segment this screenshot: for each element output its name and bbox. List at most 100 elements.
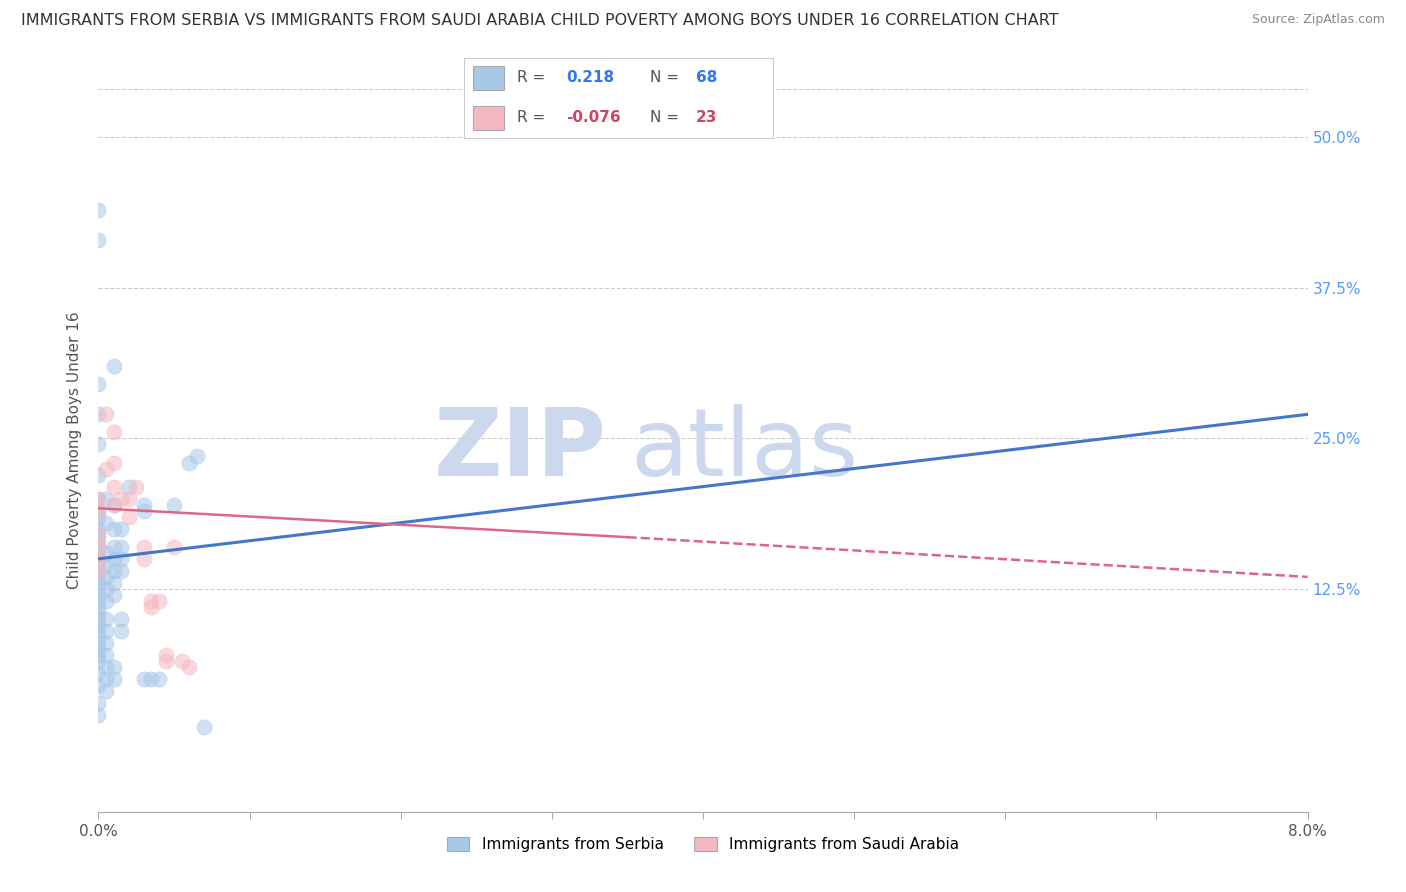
Point xyxy=(103,480,125,494)
Point xyxy=(141,673,163,687)
Point xyxy=(103,588,125,602)
FancyBboxPatch shape xyxy=(474,66,505,90)
Point xyxy=(103,359,125,373)
Text: -0.076: -0.076 xyxy=(567,111,620,125)
Point xyxy=(87,666,110,681)
Point xyxy=(155,654,177,668)
Point xyxy=(87,503,110,517)
Point xyxy=(87,540,110,554)
Point xyxy=(110,624,132,639)
Point xyxy=(87,558,110,572)
Point xyxy=(94,407,117,422)
Point xyxy=(87,437,110,451)
Point xyxy=(94,648,117,662)
Point xyxy=(87,624,110,639)
Text: N =: N = xyxy=(650,111,679,125)
Text: Source: ZipAtlas.com: Source: ZipAtlas.com xyxy=(1251,13,1385,27)
Point xyxy=(87,546,110,560)
Point xyxy=(118,480,141,494)
Point xyxy=(87,630,110,644)
Point xyxy=(132,673,155,687)
Point xyxy=(87,491,110,506)
Point xyxy=(87,551,110,566)
Point xyxy=(141,599,163,614)
Point xyxy=(94,516,117,530)
Text: atlas: atlas xyxy=(630,404,859,497)
Point xyxy=(103,564,125,578)
FancyBboxPatch shape xyxy=(474,106,505,130)
Point xyxy=(103,576,125,591)
Point xyxy=(87,503,110,517)
Point xyxy=(103,425,125,440)
Point xyxy=(87,564,110,578)
Point xyxy=(87,678,110,692)
Point xyxy=(87,528,110,542)
Point xyxy=(87,582,110,596)
Point xyxy=(193,721,215,735)
Point xyxy=(103,673,125,687)
Point xyxy=(87,576,110,591)
Text: N =: N = xyxy=(650,70,679,85)
Text: 0.218: 0.218 xyxy=(567,70,614,85)
Text: 68: 68 xyxy=(696,70,717,85)
Point xyxy=(94,491,117,506)
Point xyxy=(87,533,110,548)
Point xyxy=(87,599,110,614)
Point xyxy=(118,491,141,506)
Point xyxy=(163,540,186,554)
Point xyxy=(94,673,117,687)
Point xyxy=(179,455,201,469)
Point xyxy=(94,570,117,584)
Point xyxy=(94,594,117,608)
Y-axis label: Child Poverty Among Boys Under 16: Child Poverty Among Boys Under 16 xyxy=(67,311,83,590)
Point xyxy=(110,551,132,566)
Point xyxy=(186,450,208,464)
Point xyxy=(110,491,132,506)
Point xyxy=(110,522,132,536)
Point xyxy=(87,407,110,422)
Legend: Immigrants from Serbia, Immigrants from Saudi Arabia: Immigrants from Serbia, Immigrants from … xyxy=(440,831,966,858)
Point xyxy=(87,377,110,392)
Point xyxy=(87,522,110,536)
Text: ZIP: ZIP xyxy=(433,404,606,497)
Point xyxy=(94,582,117,596)
Point xyxy=(87,594,110,608)
Point xyxy=(87,564,110,578)
Point xyxy=(87,491,110,506)
Point xyxy=(132,551,155,566)
Text: R =: R = xyxy=(516,111,544,125)
Point xyxy=(87,588,110,602)
Point xyxy=(87,570,110,584)
Point xyxy=(170,654,193,668)
Point xyxy=(103,498,125,512)
Point xyxy=(103,540,125,554)
Point xyxy=(94,546,117,560)
Point xyxy=(87,467,110,482)
Point xyxy=(87,654,110,668)
Point xyxy=(87,618,110,632)
Point xyxy=(132,540,155,554)
Point xyxy=(94,612,117,626)
Point xyxy=(163,498,186,512)
Point xyxy=(155,648,177,662)
Point xyxy=(87,606,110,620)
Point xyxy=(118,509,141,524)
Point xyxy=(87,636,110,650)
Point xyxy=(103,551,125,566)
Point xyxy=(87,202,110,217)
Point xyxy=(132,503,155,517)
Point xyxy=(94,461,117,475)
Point xyxy=(94,684,117,698)
Point xyxy=(87,540,110,554)
Point xyxy=(110,540,132,554)
Point xyxy=(94,558,117,572)
Point xyxy=(87,528,110,542)
Point xyxy=(87,642,110,657)
Text: IMMIGRANTS FROM SERBIA VS IMMIGRANTS FROM SAUDI ARABIA CHILD POVERTY AMONG BOYS : IMMIGRANTS FROM SERBIA VS IMMIGRANTS FRO… xyxy=(21,13,1059,29)
Point xyxy=(87,708,110,723)
Point xyxy=(94,624,117,639)
Point xyxy=(87,612,110,626)
Point xyxy=(94,636,117,650)
Point xyxy=(87,648,110,662)
Point xyxy=(148,673,170,687)
